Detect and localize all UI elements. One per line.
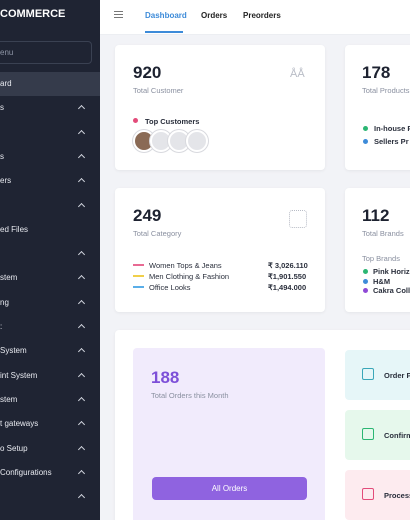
menu-item[interactable]: ng [0,297,9,307]
chevron [77,251,86,259]
status-tile[interactable] [345,350,410,400]
brand: Pink Horize [373,267,410,276]
tile-icon [362,368,374,380]
item: In-house P [374,124,410,133]
icon: ÅÅ [290,68,305,80]
menu-item[interactable]: t gateways [0,419,39,429]
brand: H&M [373,276,391,286]
category-amount: ₹1,494.000 [268,283,307,292]
category-name: Office Looks [149,283,191,292]
menu-item[interactable]: ard [0,79,12,88]
stat-label: Total Products [362,86,410,95]
legend-line [133,286,144,288]
dot [363,126,368,131]
chevron [77,202,86,210]
tab[interactable]: Orders [201,11,228,20]
tile-label: Order P [384,371,410,380]
tile-label: Confirm [384,431,410,440]
status-tile[interactable] [345,470,410,520]
chevron [77,105,86,113]
menu-item[interactable]: ed Files [0,224,29,234]
dot [133,118,138,123]
dot [363,278,368,284]
section-title: Top Brands [362,254,400,263]
brand: COMMERCE [0,8,66,20]
legend-line [133,275,144,277]
dot [363,139,368,144]
tile-icon [362,488,374,500]
status-tile[interactable] [345,410,410,460]
menu-item[interactable]: int System [0,370,38,380]
card [345,188,410,312]
category-name: Women Tops & Jeans [149,261,222,270]
category-name: Men Clothing & Fashion [149,272,230,281]
stat-value: 112 [362,206,390,225]
stat-value: 920 [133,63,162,82]
chevron [77,469,86,477]
stat-label: Total Orders this Month [151,391,229,400]
card [115,188,325,312]
chevron [77,348,86,356]
stat-label: Total Customer [133,86,184,95]
category-amount: ₹1,901.550 [268,272,307,281]
menu-item[interactable]: stem [0,394,18,404]
chevron [77,372,86,380]
topbar [100,0,410,35]
menu-item[interactable]: o Setup [0,443,28,453]
chevron [77,178,86,186]
chevron [77,299,86,307]
search-placeholder: enu [0,48,14,57]
stat-value: 249 [133,206,162,225]
chevron [77,396,86,404]
stat-value: 178 [362,63,391,82]
brand: Cakra Colle [373,286,410,295]
menu-item[interactable]: Configurations [0,467,52,477]
menu-icon[interactable] [114,11,123,12]
chevron [77,275,86,283]
stat-value: 188 [151,368,180,387]
menu-item[interactable]: s [0,151,4,161]
legend-line [133,264,144,266]
menu-item[interactable]: : [0,322,3,331]
card [345,45,410,170]
chevron [77,153,86,161]
icon [289,210,307,228]
menu-item[interactable]: stem [0,273,18,283]
avatar [186,130,208,152]
category-amount: ₹ 3,026.110 [268,261,308,270]
sidebar: COMMERCE enu ard s s ers ed Files stem ng: Syst… [0,0,100,520]
dot [363,269,368,274]
tile-icon [362,428,374,440]
chevron [77,323,86,332]
menu-item[interactable]: ers [0,176,12,186]
button[interactable]: All Orders [152,477,307,500]
dot [363,288,368,293]
search-box[interactable] [0,41,92,64]
tab-underline [145,31,183,33]
chevron [77,421,86,429]
section-title: Top Customers [145,117,200,126]
menu-item[interactable]: s [0,103,4,113]
chevron [77,445,86,453]
item: Sellers Pr [374,137,409,146]
tab[interactable]: Preorders [243,11,281,20]
chevron [77,129,86,137]
tab[interactable]: Dashboard [145,11,187,20]
tile-label: Process [384,491,410,500]
stat-label: Total Category [133,229,182,238]
chevron [77,494,86,502]
menu-item[interactable]: System [0,346,27,356]
stat-label: Total Brands [362,229,404,238]
active-item [0,72,100,96]
